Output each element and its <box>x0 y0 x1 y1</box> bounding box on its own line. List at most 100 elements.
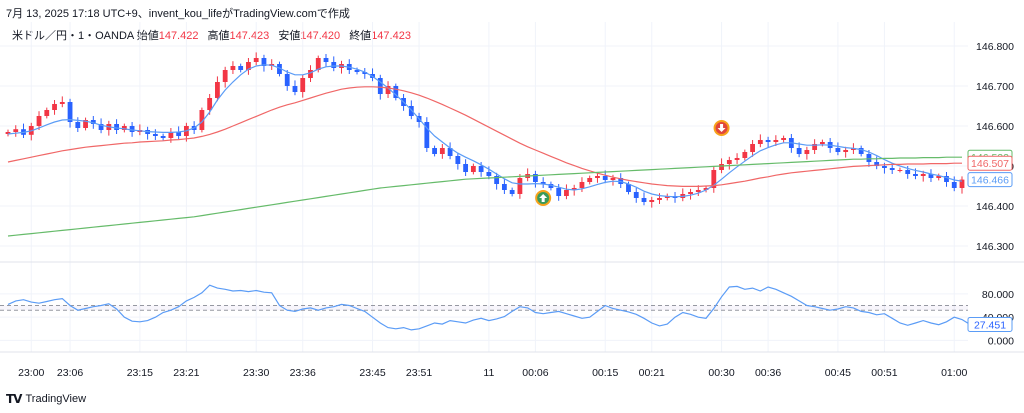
candle-body <box>432 148 437 154</box>
candle-body <box>618 178 624 184</box>
candle-body <box>913 174 918 176</box>
candle-body <box>176 132 182 136</box>
time-tick-label: 00:45 <box>825 367 851 379</box>
slow_ma-line <box>7 86 962 187</box>
time-tick-label: 11 <box>483 367 494 379</box>
price-tick-label: 146.800 <box>976 41 1014 53</box>
time-tick-label: 23:00 <box>18 367 44 379</box>
candle-body <box>13 129 19 132</box>
price-tick-label: 146.700 <box>976 81 1014 93</box>
candle-body <box>59 102 65 104</box>
candle-body <box>920 174 926 176</box>
price-tick-label: 146.400 <box>976 201 1014 213</box>
candle-body <box>571 188 577 190</box>
candle-body <box>695 190 701 192</box>
candle-body <box>579 182 585 188</box>
candle-body <box>905 170 911 174</box>
candle-body <box>83 120 88 128</box>
candle-body <box>44 110 50 116</box>
candle-body <box>284 74 290 86</box>
candle-body <box>819 142 825 144</box>
tradingview-logo-icon: 𝗧𝗩 <box>6 392 23 406</box>
candle-body <box>331 62 337 68</box>
candle-body <box>447 148 453 156</box>
candle-body <box>757 140 763 144</box>
time-tick-label: 00:30 <box>708 367 734 379</box>
price-label-text: 146.507 <box>971 158 1009 170</box>
candle-body <box>564 190 569 196</box>
candle-body <box>726 160 732 164</box>
open-value: 147.422 <box>158 30 199 42</box>
candle-body <box>657 198 662 200</box>
candle-body <box>610 178 616 180</box>
candle-body <box>595 176 600 178</box>
candle-body <box>889 168 895 170</box>
candle-body <box>52 104 57 110</box>
candle-body <box>517 178 523 194</box>
time-tick-label: 23:36 <box>290 367 316 379</box>
candle-body <box>455 156 461 164</box>
candle-body <box>874 162 880 166</box>
candle-body <box>804 150 810 154</box>
candle-body <box>354 70 360 72</box>
candle-body <box>633 192 639 198</box>
candle-body <box>773 140 779 142</box>
candle-body <box>222 70 228 82</box>
price-label-slow_ma <box>967 155 1013 171</box>
candle-body <box>385 86 391 94</box>
candle-body <box>494 176 500 184</box>
candle-body <box>556 188 562 196</box>
candle-body <box>928 174 934 178</box>
candle-body <box>602 176 608 180</box>
candle-body <box>463 164 469 172</box>
symbol-legend: 米ドル／円・1・OANDA 始値147.422 高値147.423 安値147.… <box>12 27 411 43</box>
candle-body <box>548 184 554 188</box>
candle-body <box>408 106 414 116</box>
candle-body <box>199 110 205 130</box>
candle-body <box>781 138 787 140</box>
candle-body <box>664 196 670 198</box>
candle-body <box>121 126 127 130</box>
time-tick-label: 00:06 <box>522 367 548 379</box>
high-value: 147.423 <box>229 30 270 42</box>
candle-body <box>533 174 538 182</box>
sell-signal-icon <box>713 120 730 136</box>
candle-body <box>882 166 887 168</box>
candle-body <box>292 86 298 92</box>
candle-body <box>160 136 166 138</box>
candle-body <box>246 62 251 70</box>
time-tick-label: 01:00 <box>941 367 967 379</box>
open-label: 始値 <box>136 30 159 42</box>
candle-body <box>703 188 709 190</box>
candle-body <box>866 154 872 162</box>
branding-footer: 𝗧𝗩 TradingView <box>6 392 86 406</box>
candle-body <box>843 150 849 152</box>
candle-body <box>377 78 383 94</box>
candle-body <box>114 124 119 130</box>
time-tick-label: 00:51 <box>871 367 897 379</box>
candle-body <box>719 164 724 170</box>
fast_ma-line <box>7 64 963 198</box>
oscillator-line <box>7 284 971 331</box>
time-tick-label: 00:15 <box>592 367 618 379</box>
candle-body <box>215 82 220 98</box>
candle-body <box>626 184 631 192</box>
candle-body <box>230 66 236 70</box>
candle-body <box>835 148 841 152</box>
brand-name: TradingView <box>25 393 87 405</box>
long_ma-line <box>7 156 962 237</box>
candle-body <box>478 166 484 172</box>
candle-body <box>641 198 647 202</box>
oscillator-value-text: 27.451 <box>974 319 1006 331</box>
candle-body <box>323 58 329 62</box>
time-tick-label: 23:45 <box>359 367 385 379</box>
candle-body <box>587 178 593 182</box>
candle-body <box>765 140 771 142</box>
candle-body <box>742 152 748 158</box>
candle-body <box>486 172 492 176</box>
candle-body <box>439 148 445 154</box>
candle-body <box>649 200 655 202</box>
candle-body <box>509 190 515 194</box>
candle-body <box>424 122 430 148</box>
